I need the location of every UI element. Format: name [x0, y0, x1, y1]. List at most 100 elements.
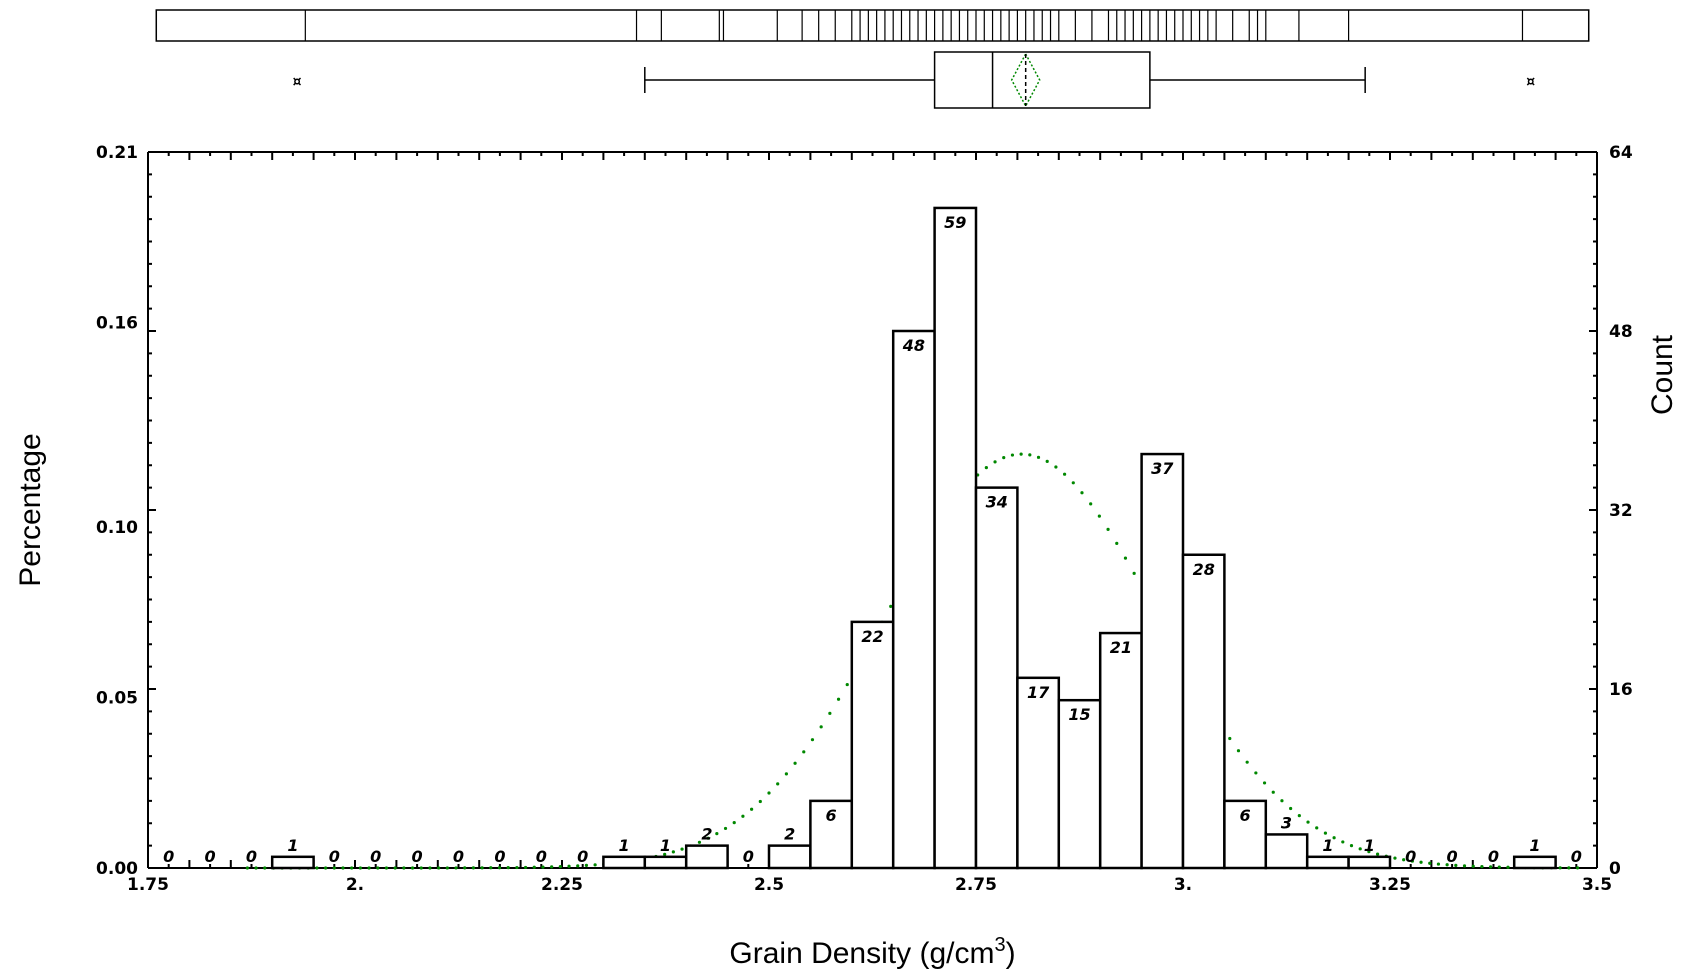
- curve-dot: [245, 866, 249, 870]
- curve-dot: [489, 866, 493, 870]
- curve-dot: [1297, 814, 1301, 818]
- bar-count-label: 0: [453, 847, 464, 866]
- curve-dot: [593, 863, 597, 867]
- curve-dot: [532, 865, 536, 869]
- curve-dot: [402, 866, 406, 870]
- curve-dot: [1575, 866, 1580, 870]
- curve-dot: [1019, 452, 1023, 456]
- curve-dot: [1080, 491, 1084, 495]
- y-right-tick-label: 48: [1609, 322, 1633, 342]
- histogram-bar: [974, 486, 1019, 870]
- axis-labels: 1.75 2. 2.25 2.5 2.75 3. 3.25 3.5 0.00 0.05 0.10 0.…: [14, 143, 1679, 970]
- bar-count-label: 48: [902, 336, 925, 355]
- bar-count-label: 2: [701, 825, 712, 844]
- bar-count-label: 0: [577, 847, 588, 866]
- quantile-strip: [155, 9, 1590, 42]
- curve-dot: [1306, 820, 1310, 824]
- bar-count-label: 6: [826, 806, 837, 825]
- curve-dot: [1045, 459, 1049, 463]
- curve-dot: [358, 866, 362, 870]
- curve-dot: [1393, 856, 1397, 860]
- x-axis-title: Grain Density (g/cm3): [729, 934, 1015, 970]
- curve-dot: [1115, 541, 1119, 545]
- bar-count-label: 1: [660, 836, 671, 855]
- curve-dot: [428, 866, 432, 870]
- bar-count-label: 3: [1281, 813, 1292, 832]
- curve-dot: [741, 814, 745, 818]
- histogram-bars: [270, 206, 1557, 870]
- x-tick-label: 2.5: [754, 875, 784, 895]
- y-left-tick-label: 0.10: [96, 518, 138, 538]
- curve-dot: [1245, 760, 1249, 764]
- curve-dot: [1010, 453, 1015, 457]
- histogram-bar: [1223, 799, 1268, 870]
- curve-dot: [341, 866, 345, 870]
- y-left-tick-label: 0.00: [96, 859, 138, 879]
- histogram-bar: [643, 855, 688, 870]
- bar-count-label: 59: [944, 213, 966, 232]
- curve-dot: [1367, 850, 1371, 854]
- x-tick-label: 2.: [346, 875, 364, 895]
- x-tick-label: 3.25: [1369, 875, 1411, 895]
- histogram-bar: [1347, 855, 1392, 870]
- bar-count-label: 1: [1322, 836, 1333, 855]
- histogram-bar: [602, 855, 647, 870]
- curve-dot: [454, 866, 458, 870]
- bar-count-label: 6: [1240, 806, 1251, 825]
- x-tick-label: 2.75: [955, 875, 997, 895]
- histogram-bar: [891, 329, 936, 870]
- y-right-axis-title: Count: [1646, 334, 1679, 415]
- curve-dot: [1375, 852, 1380, 856]
- curve-dot: [810, 738, 815, 742]
- x-tick-label: 3.5: [1582, 875, 1612, 895]
- curve-dot: [1341, 840, 1345, 844]
- curve-dot: [1062, 472, 1067, 476]
- curve-dot: [1428, 861, 1432, 865]
- bar-count-label: 0: [370, 847, 381, 866]
- y-right-tick-label: 0: [1609, 859, 1621, 879]
- curve-dot: [1454, 863, 1458, 867]
- curve-dot: [793, 761, 797, 765]
- y-right-tick-label: 64: [1609, 143, 1633, 163]
- bar-count-label: 0: [1405, 847, 1416, 866]
- curve-dot: [376, 866, 380, 870]
- curve-dot: [802, 750, 806, 754]
- curve-dot: [1567, 866, 1571, 870]
- bar-count-label: 22: [861, 627, 883, 646]
- curve-dot: [767, 791, 771, 795]
- curve-dot: [706, 836, 710, 840]
- bar-count-label: 1: [1529, 836, 1540, 855]
- box-iqr: [933, 51, 1151, 109]
- curve-dot: [541, 865, 545, 869]
- histogram-bar: [1305, 855, 1350, 870]
- bar-count-label: 0: [1447, 847, 1458, 866]
- curve-dot: [263, 866, 267, 870]
- curve-dot: [1254, 771, 1258, 775]
- x-tick-label: 2.25: [541, 875, 583, 895]
- curve-dot: [558, 865, 562, 869]
- curve-dot: [480, 866, 484, 870]
- curve-dot: [1228, 736, 1232, 741]
- curve-dot: [723, 826, 728, 831]
- histogram-bar: [767, 844, 812, 870]
- curve-dot: [567, 864, 571, 868]
- bar-count-label: 1: [287, 836, 298, 855]
- y-left-tick-label: 0.21: [96, 143, 138, 163]
- curve-dot: [663, 852, 667, 856]
- curve-dot: [1089, 502, 1093, 506]
- curve-dot: [1036, 455, 1041, 459]
- histogram-bar: [270, 855, 315, 870]
- curve-dot: [1106, 527, 1110, 531]
- y-right-tick-label: 16: [1609, 680, 1633, 700]
- curve-dot: [463, 866, 467, 870]
- bar-count-label: 0: [412, 847, 423, 866]
- histogram-bar: [933, 206, 978, 870]
- box-plot: ¤ ¤: [293, 51, 1535, 109]
- x-tick-label: 1.75: [127, 875, 169, 895]
- curve-dot: [471, 866, 476, 870]
- bar-count-label: 0: [246, 847, 257, 866]
- curve-dot: [1097, 514, 1101, 518]
- curve-dot: [1054, 465, 1058, 469]
- bar-count-label: 37: [1151, 459, 1174, 478]
- curve-dot: [1358, 847, 1362, 851]
